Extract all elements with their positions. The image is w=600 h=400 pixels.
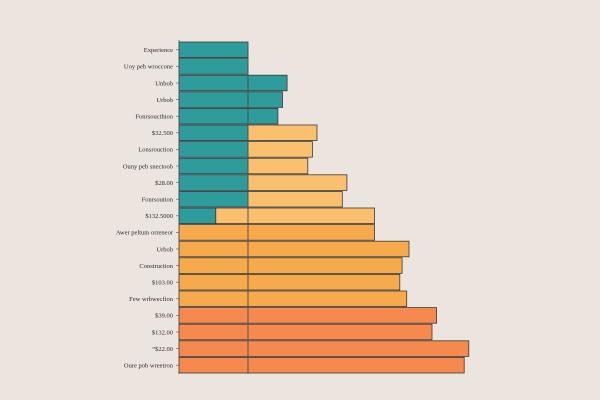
bar-segment-0-row-9 bbox=[178, 190, 249, 208]
category-label: $132.5000 bbox=[145, 213, 173, 220]
bar-segment-0-row-19 bbox=[178, 356, 249, 374]
bar-segment-2-row-13 bbox=[247, 257, 403, 274]
bar-segment-0-row-5 bbox=[178, 124, 249, 142]
category-label: Lonsrouction bbox=[138, 147, 173, 154]
bar-segment-0-row-15 bbox=[178, 290, 249, 308]
bar-segment-2-row-5 bbox=[247, 124, 318, 142]
bar-segment-2-row-11 bbox=[247, 224, 375, 241]
bar-segment-0-row-18 bbox=[178, 340, 249, 357]
bar-segment-0-row-12 bbox=[178, 240, 249, 258]
category-label: Unbob bbox=[155, 80, 173, 87]
category-label: $28.00 bbox=[155, 180, 173, 187]
bar-segment-2-row-8 bbox=[247, 174, 348, 191]
category-label: $32.500 bbox=[152, 130, 173, 137]
bar-segment-1-row-4 bbox=[247, 108, 279, 125]
bar-segment-0-row-7 bbox=[178, 157, 249, 175]
bar-segment-0-row-11 bbox=[178, 224, 249, 241]
bar-segment-0-row-14 bbox=[178, 273, 249, 291]
category-labels-group: Experience Uoy peb wroccone Unbob Urbob Fonr… bbox=[116, 47, 179, 370]
category-label: Experience bbox=[144, 47, 173, 54]
category-label: $132.00 bbox=[152, 329, 173, 336]
category-label: Oure pob wreetron bbox=[124, 363, 174, 370]
bar-segment-2-row-17 bbox=[247, 323, 433, 341]
category-label: Fonrsoucthion bbox=[135, 114, 173, 121]
bar-segment-0-row-1 bbox=[178, 58, 249, 75]
category-label: Ouny peb snectoob bbox=[123, 163, 173, 170]
category-label: Urbob bbox=[156, 97, 173, 104]
bar-segment-2-row-12 bbox=[247, 240, 410, 258]
category-label: Urbob bbox=[156, 246, 173, 253]
category-label: Construction bbox=[139, 263, 173, 270]
bar-segment-0-row-17 bbox=[178, 323, 249, 341]
bar-segment-0-row-6 bbox=[178, 141, 249, 158]
bar-segment-0-row-3 bbox=[178, 91, 249, 108]
category-label: Uoy peb wroccone bbox=[124, 64, 173, 71]
bar-segment-2-row-14 bbox=[247, 273, 401, 291]
bar-segment-0-row-13 bbox=[178, 257, 249, 274]
bar-segment-2-row-16 bbox=[247, 307, 438, 324]
category-label: $39.00 bbox=[155, 313, 173, 320]
bars-group bbox=[178, 41, 470, 374]
bar-segment-1-row-2 bbox=[247, 74, 288, 92]
bar-segment-1-row-10 bbox=[215, 207, 249, 225]
category-label: Few wrbwecfion bbox=[129, 296, 174, 303]
bar-segment-0-row-16 bbox=[178, 307, 249, 324]
bar-segment-0-row-4 bbox=[178, 108, 249, 125]
bar-segment-0-row-10 bbox=[178, 207, 217, 225]
bar-segment-2-row-7 bbox=[247, 157, 309, 175]
category-label: $103.00 bbox=[152, 280, 173, 287]
bar-segment-1-row-3 bbox=[247, 91, 283, 108]
category-label: Fonrsoution bbox=[142, 197, 174, 204]
bar-segment-2-row-9 bbox=[247, 190, 343, 208]
bar-segment-0-row-8 bbox=[178, 174, 249, 191]
bar-segment-2-row-19 bbox=[247, 356, 465, 374]
category-label: Awer peltum orreneor bbox=[116, 230, 174, 237]
bar-segment-0-row-0 bbox=[178, 41, 249, 59]
bar-segment-2-row-15 bbox=[247, 290, 408, 308]
bar-segment-2-row-10 bbox=[247, 207, 375, 225]
bar-segment-2-row-18 bbox=[247, 340, 470, 357]
bar-segment-2-row-6 bbox=[247, 141, 313, 158]
bar-segment-0-row-2 bbox=[178, 74, 249, 92]
category-label: “$22.00 bbox=[152, 346, 173, 353]
